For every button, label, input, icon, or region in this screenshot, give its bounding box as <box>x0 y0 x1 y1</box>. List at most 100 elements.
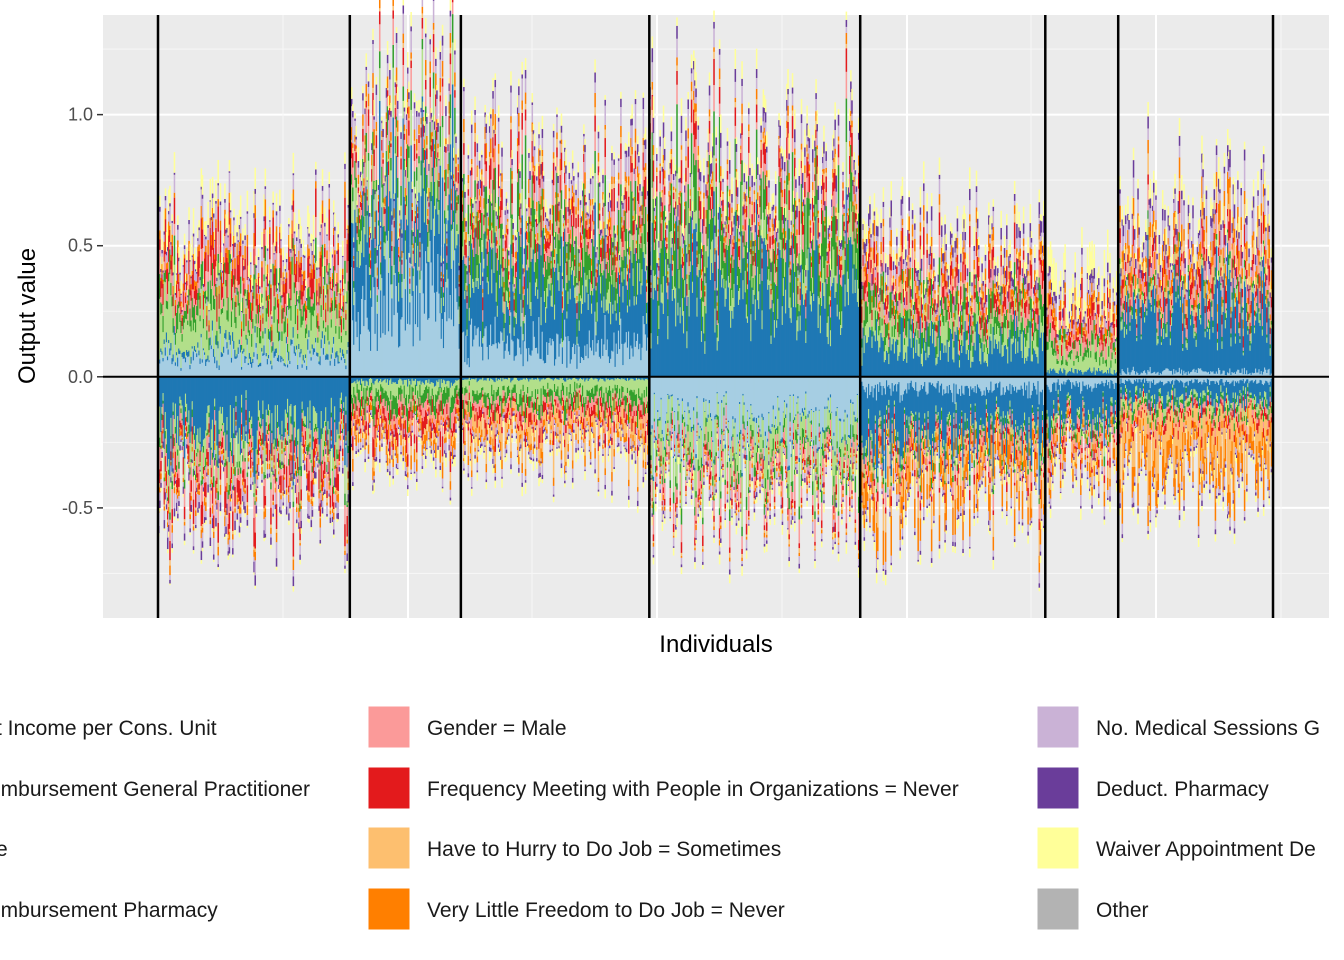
contribution-bar <box>418 381 420 398</box>
contribution-bar <box>214 398 216 407</box>
contribution-bar <box>354 425 356 436</box>
contribution-bar <box>190 320 193 332</box>
contribution-bar <box>404 230 407 241</box>
contribution-bar <box>205 221 207 237</box>
contribution-bar <box>160 432 162 446</box>
contribution-bar <box>412 253 415 269</box>
contribution-bar <box>170 477 172 483</box>
contribution-bar <box>258 343 261 364</box>
contribution-bar <box>401 250 403 258</box>
contribution-bar <box>164 195 167 201</box>
contribution-bar <box>340 335 343 343</box>
contribution-bar <box>311 449 314 467</box>
contribution-bar <box>263 538 265 542</box>
contribution-bar <box>234 268 236 293</box>
contribution-bar <box>312 241 315 255</box>
contribution-bar <box>225 459 227 466</box>
contribution-bar <box>393 421 396 425</box>
contribution-bar <box>251 416 253 424</box>
contribution-bar <box>332 287 335 337</box>
contribution-bar <box>293 353 296 377</box>
contribution-bar <box>264 517 267 534</box>
contribution-bar <box>343 289 345 291</box>
contribution-bar <box>368 422 371 425</box>
contribution-bar <box>301 285 304 292</box>
contribution-bar <box>366 412 369 417</box>
contribution-bar <box>295 241 298 257</box>
contribution-bar <box>324 257 326 266</box>
contribution-bar <box>289 308 291 361</box>
contribution-bar <box>171 220 173 223</box>
contribution-bar <box>367 160 370 206</box>
contribution-bar <box>345 319 347 331</box>
contribution-bar <box>178 291 180 302</box>
contribution-bar <box>303 311 306 361</box>
contribution-bar <box>200 288 203 334</box>
contribution-bar <box>431 430 434 433</box>
contribution-bar <box>180 306 182 314</box>
contribution-bar <box>289 502 291 509</box>
contribution-bar <box>289 376 291 406</box>
contribution-bar <box>246 519 249 526</box>
contribution-bar <box>290 423 292 440</box>
contribution-bar <box>203 234 206 236</box>
contribution-bar <box>186 426 188 432</box>
contribution-bar <box>362 114 364 126</box>
contribution-bar <box>322 320 325 329</box>
contribution-bar <box>238 525 241 533</box>
contribution-bar <box>216 330 218 346</box>
contribution-bar <box>219 456 222 480</box>
contribution-bar <box>356 251 359 268</box>
contribution-bar <box>284 303 287 317</box>
contribution-bar <box>324 473 326 476</box>
contribution-bar <box>248 446 251 451</box>
contribution-bar <box>377 376 380 383</box>
contribution-bar <box>298 343 300 350</box>
contribution-bar <box>201 524 204 528</box>
contribution-bar <box>407 489 409 497</box>
contribution-bar <box>384 231 387 244</box>
contribution-bar <box>418 424 420 428</box>
contribution-bar <box>398 232 400 239</box>
contribution-bar <box>270 507 272 525</box>
contribution-bar <box>180 332 182 369</box>
contribution-bar <box>335 502 337 508</box>
contribution-bar <box>225 450 227 460</box>
contribution-bar <box>334 230 336 251</box>
contribution-bar <box>290 261 292 275</box>
contribution-bar <box>196 357 198 377</box>
contribution-bar <box>299 243 301 263</box>
contribution-bar <box>307 513 309 519</box>
contribution-bar <box>302 254 305 257</box>
contribution-bar <box>358 212 361 216</box>
contribution-bar <box>353 397 355 404</box>
contribution-bar <box>274 231 277 247</box>
contribution-bar <box>283 494 286 498</box>
contribution-bar <box>366 396 369 402</box>
contribution-bar <box>427 404 429 410</box>
contribution-bar <box>274 405 277 439</box>
contribution-bar <box>322 258 325 278</box>
contribution-bar <box>334 213 336 227</box>
contribution-bar <box>193 264 196 281</box>
contribution-bar <box>261 246 263 250</box>
contribution-bar <box>371 139 373 144</box>
contribution-bar <box>258 312 261 328</box>
contribution-bar <box>422 109 425 112</box>
contribution-bar <box>430 415 433 423</box>
contribution-bar <box>191 274 194 290</box>
contribution-bar <box>378 8 381 12</box>
contribution-bar <box>431 151 434 168</box>
contribution-bar <box>430 108 433 113</box>
contribution-bar <box>189 364 191 370</box>
contribution-bar <box>321 434 324 461</box>
contribution-bar <box>212 476 215 488</box>
contribution-bar <box>380 378 382 385</box>
contribution-bar <box>395 155 398 287</box>
contribution-bar <box>190 459 193 463</box>
contribution-bar <box>394 382 397 398</box>
contribution-bar <box>411 181 414 190</box>
contribution-bar <box>358 267 361 352</box>
contribution-bar <box>309 441 311 448</box>
contribution-bar <box>248 439 251 443</box>
